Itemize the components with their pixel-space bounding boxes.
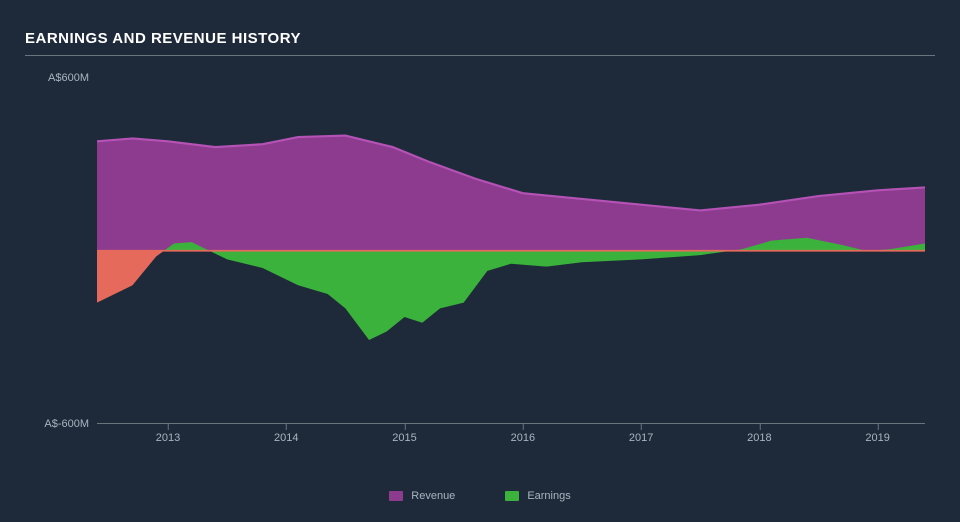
earnings-neg-area (97, 251, 164, 303)
legend-item-earnings: Earnings (505, 490, 570, 502)
legend-swatch-revenue (389, 491, 403, 501)
x-tick: 2017 (629, 424, 653, 444)
x-tick: 2013 (156, 424, 180, 444)
y-label-min: A$-600M (44, 418, 89, 430)
x-tick: 2019 (865, 424, 889, 444)
legend-label-earnings: Earnings (527, 490, 570, 502)
earnings-pos-area (164, 242, 731, 340)
chart-area: A$600M A$-600M 2013201420152016201720182… (25, 78, 935, 480)
legend-label-revenue: Revenue (411, 490, 455, 502)
y-axis-labels: A$600M A$-600M (25, 78, 97, 480)
plot-region: 2013 2014 2015 2016 2017 2018 2019 (97, 78, 925, 480)
x-tick: 2015 (392, 424, 416, 444)
chart-title: EARNINGS AND REVENUE HISTORY (25, 30, 935, 47)
x-tick: 2016 (511, 424, 535, 444)
x-tick: 2018 (747, 424, 771, 444)
y-label-max: A$600M (48, 72, 89, 84)
plot-svg (97, 78, 925, 480)
title-rule (25, 55, 935, 56)
revenue-area (97, 136, 925, 251)
legend-item-revenue: Revenue (389, 490, 455, 502)
legend-swatch-earnings (505, 491, 519, 501)
x-tick: 2014 (274, 424, 298, 444)
legend: Revenue Earnings (25, 480, 935, 502)
